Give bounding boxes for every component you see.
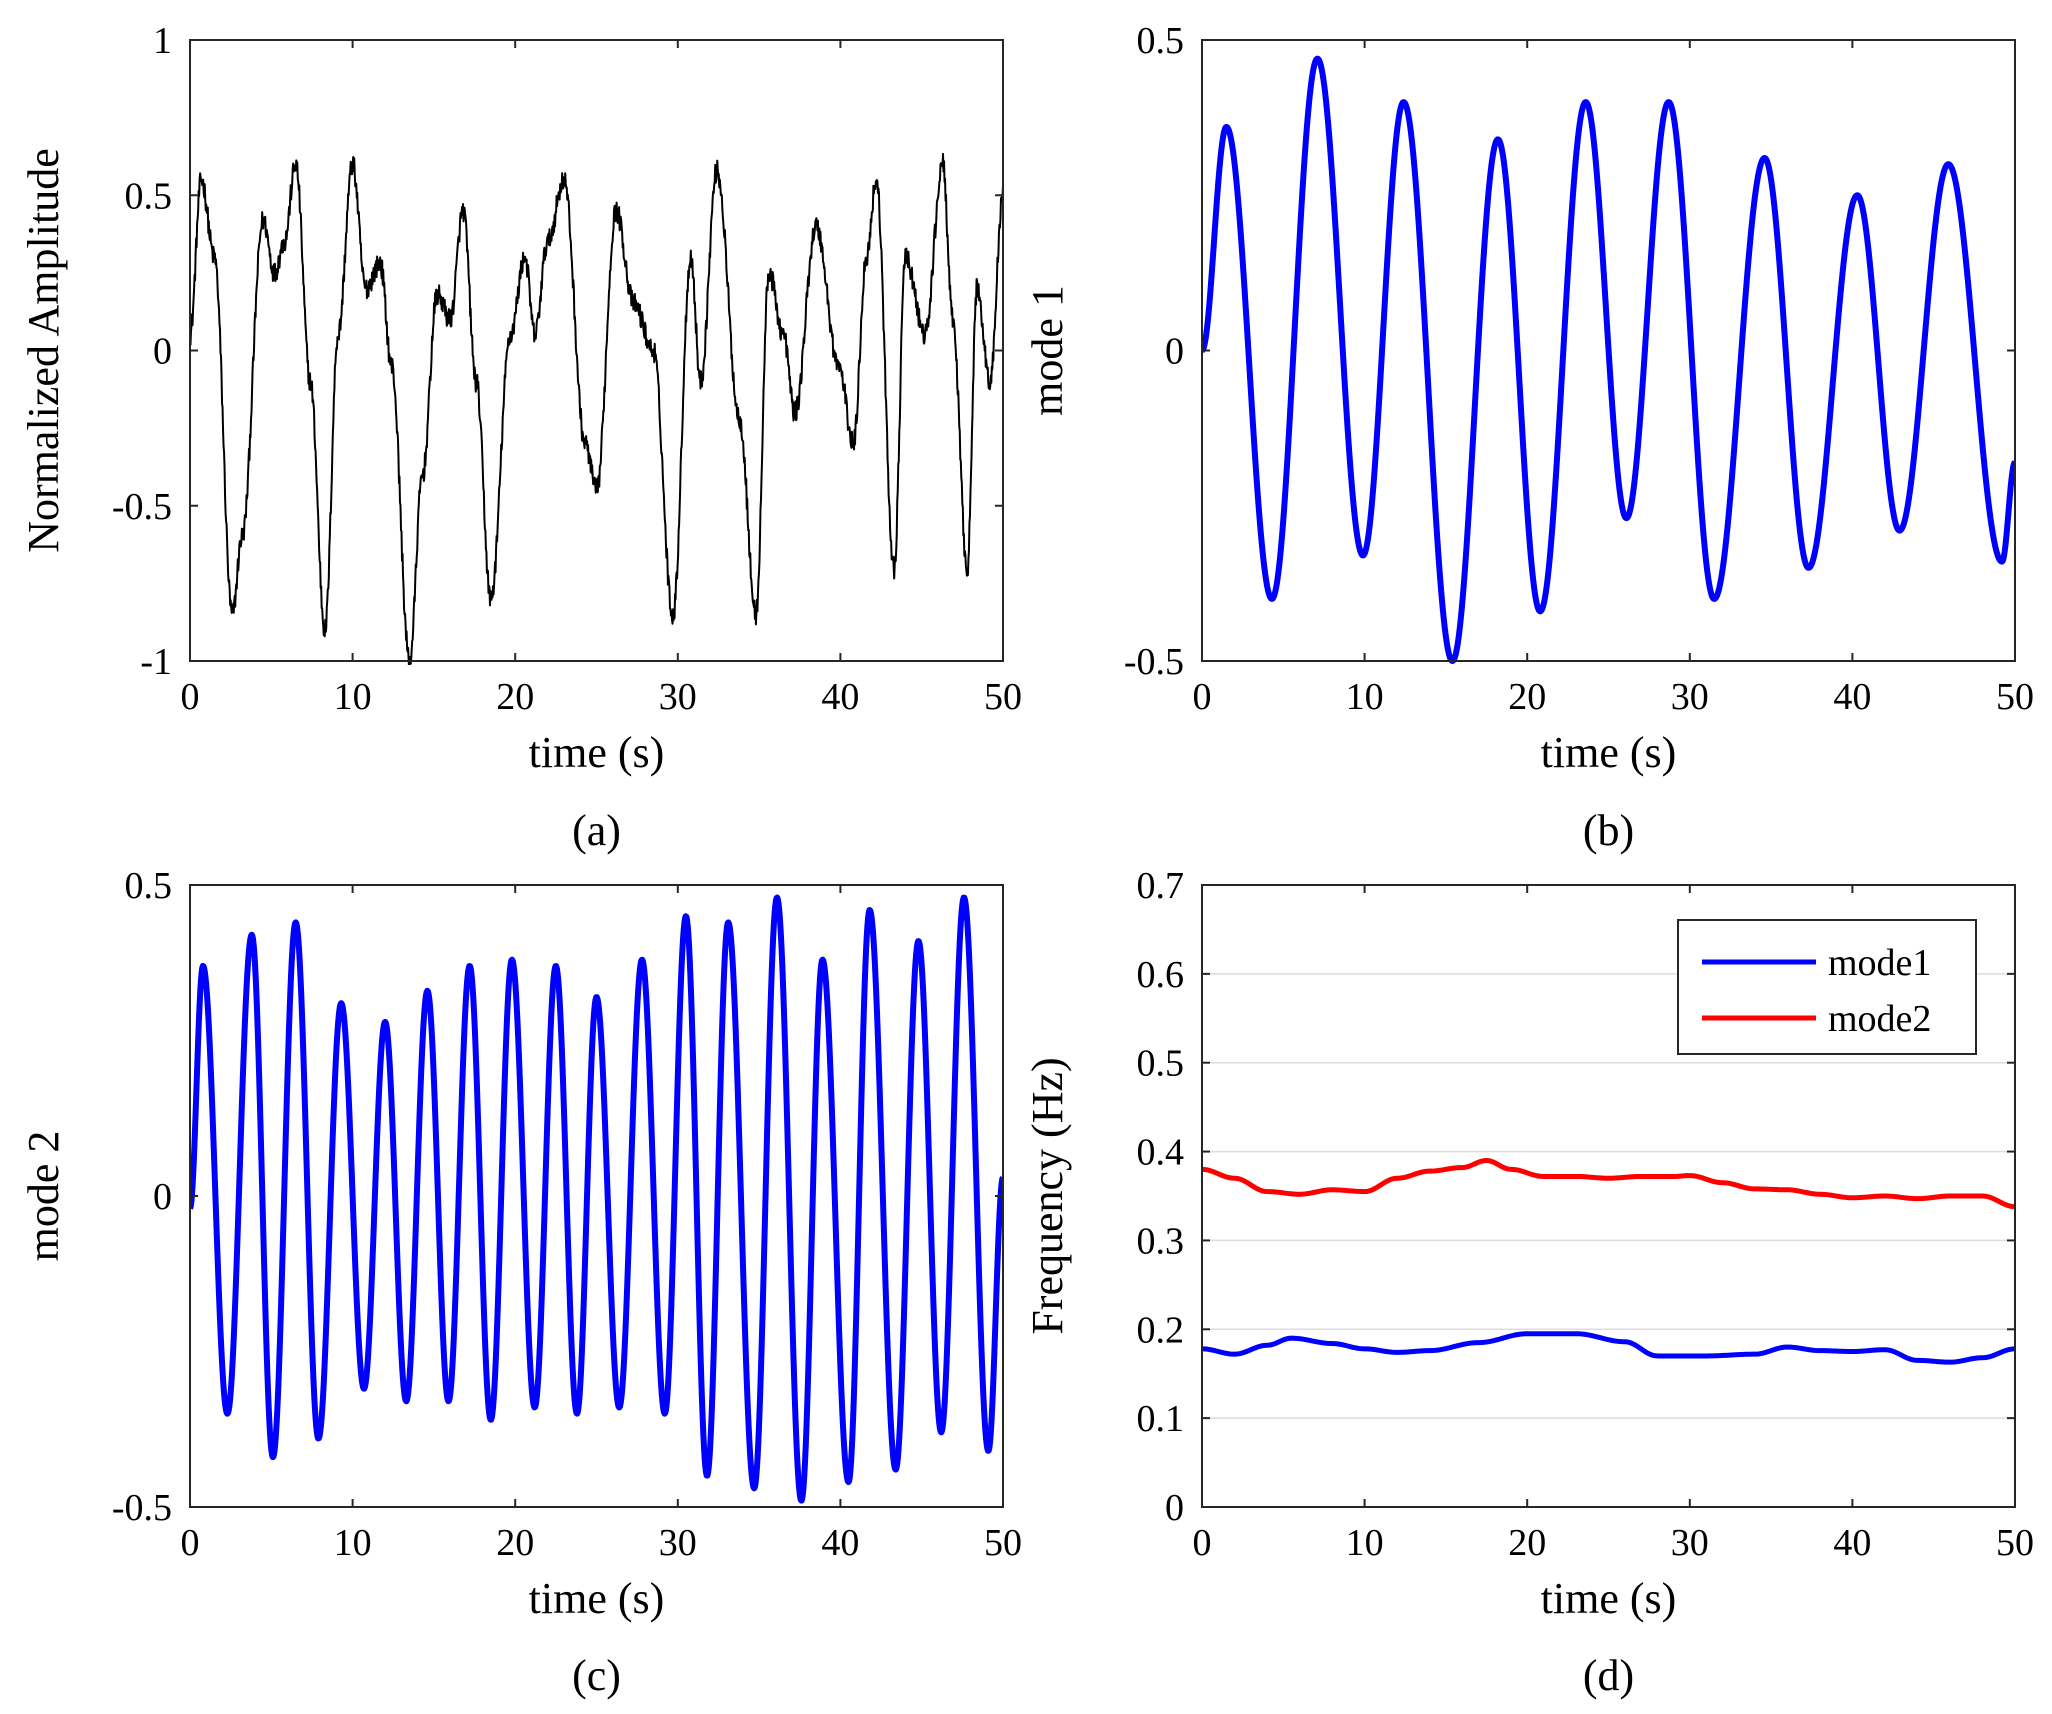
x-tick-label: 10 bbox=[1346, 676, 1384, 718]
x-tick-label: 30 bbox=[659, 1522, 697, 1564]
series-line-mode-1 bbox=[1201, 55, 2016, 664]
legend: mode1 mode2 bbox=[1677, 919, 1977, 1055]
panel-caption: (c) bbox=[572, 1651, 621, 1700]
y-tick-label: 0 bbox=[153, 1176, 172, 1218]
x-tick-label: 30 bbox=[659, 676, 697, 718]
x-axis-label: time (s) bbox=[1541, 728, 1677, 777]
y-axis-label: Normalized Amplitude bbox=[19, 148, 68, 552]
x-tick-label: 50 bbox=[1996, 1522, 2034, 1564]
y-tick-label: -0.5 bbox=[112, 486, 172, 528]
x-tick-label: 50 bbox=[984, 676, 1022, 718]
legend-label: mode1 bbox=[1828, 942, 1931, 984]
plot-area bbox=[190, 40, 1003, 661]
chart-d: 0 10 20 30 40 50 0 0.1 0.2 0.3 0.4 0.5 0.6 0.7 time (s… bbox=[1023, 865, 2034, 1700]
x-tick-label: 40 bbox=[821, 676, 859, 718]
x-tick-label: 50 bbox=[1996, 676, 2034, 718]
y-tick-label: 0.5 bbox=[125, 175, 173, 217]
x-tick-label: 10 bbox=[334, 676, 372, 718]
legend-label: mode2 bbox=[1828, 998, 1931, 1040]
y-tick-label: 0.3 bbox=[1137, 1220, 1185, 1262]
panel-caption: (a) bbox=[572, 806, 621, 855]
panel-caption: (d) bbox=[1583, 1651, 1634, 1700]
x-tick-label: 30 bbox=[1671, 676, 1709, 718]
x-tick-label: 40 bbox=[1833, 676, 1871, 718]
x-tick-label: 50 bbox=[984, 1522, 1022, 1564]
x-tick-label: 0 bbox=[1193, 676, 1212, 718]
y-tick-label: -1 bbox=[140, 641, 172, 683]
y-tick-label: 0 bbox=[1165, 331, 1184, 373]
panel-caption: (b) bbox=[1583, 806, 1634, 855]
x-tick-label: 20 bbox=[1508, 1522, 1546, 1564]
legend-box bbox=[1677, 919, 1977, 1055]
x-tick-label: 10 bbox=[334, 1522, 372, 1564]
y-tick-label: 1 bbox=[153, 20, 172, 62]
y-axis-label: mode 2 bbox=[19, 1131, 68, 1262]
y-tick-label: 0.5 bbox=[125, 865, 173, 907]
y-tick-label: 0 bbox=[1165, 1487, 1184, 1529]
y-tick-label: 0.5 bbox=[1137, 1043, 1185, 1085]
y-axis-label: mode 1 bbox=[1023, 285, 1072, 416]
x-tick-label: 0 bbox=[181, 1522, 200, 1564]
x-axis-label: time (s) bbox=[1541, 1574, 1677, 1623]
y-tick-label: 0.6 bbox=[1137, 954, 1185, 996]
series-line-signal bbox=[189, 152, 1004, 665]
x-tick-label: 20 bbox=[496, 676, 534, 718]
x-tick-label: 20 bbox=[1508, 676, 1546, 718]
axes-frame bbox=[1201, 884, 2016, 1508]
y-axis-label: Frequency (Hz) bbox=[1023, 1057, 1072, 1334]
chart-a: 0 10 20 30 40 50 -1 -0.5 0 0.5 1 time (s) Normalized… bbox=[19, 20, 1022, 855]
x-axis-label: time (s) bbox=[529, 1574, 665, 1623]
x-tick-label: 30 bbox=[1671, 1522, 1709, 1564]
y-tick-label: -0.5 bbox=[1124, 641, 1184, 683]
y-tick-label: -0.5 bbox=[112, 1487, 172, 1529]
x-tick-label: 0 bbox=[1193, 1522, 1212, 1564]
y-tick-label: 0.2 bbox=[1137, 1309, 1185, 1351]
series-line-mode-2 bbox=[189, 894, 1004, 1504]
y-tick-label: 0 bbox=[153, 331, 172, 373]
x-tick-label: 40 bbox=[1833, 1522, 1871, 1564]
x-tick-label: 40 bbox=[821, 1522, 859, 1564]
x-tick-label: 0 bbox=[181, 676, 200, 718]
x-tick-label: 10 bbox=[1346, 1522, 1384, 1564]
x-tick-label: 20 bbox=[496, 1522, 534, 1564]
series-line-mode1 bbox=[1201, 1331, 2016, 1365]
y-tick-label: 0.7 bbox=[1137, 865, 1185, 907]
y-tick-label: 0.5 bbox=[1137, 20, 1185, 62]
x-axis-label: time (s) bbox=[529, 728, 665, 777]
y-tick-label: 0.4 bbox=[1137, 1132, 1185, 1174]
y-tick-label: 0.1 bbox=[1137, 1398, 1185, 1440]
series-line-mode2 bbox=[1201, 1157, 2016, 1210]
